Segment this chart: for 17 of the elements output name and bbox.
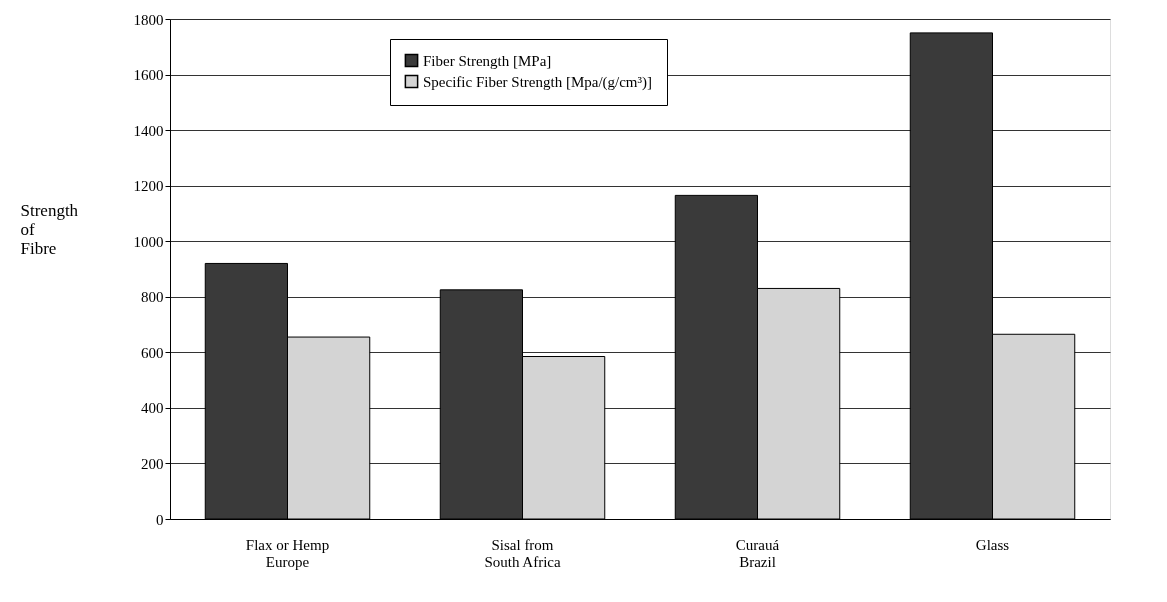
x-tick-label: Sisal from South Africa: [484, 536, 561, 570]
legend-label: Specific Fiber Strength [Mpa/(g/cm³)]: [423, 73, 653, 91]
legend-label: Fiber Strength [MPa]: [423, 52, 552, 69]
y-tick-label: 600: [141, 344, 164, 361]
y-tick-label: 1000: [133, 233, 164, 250]
y-tick-label: 200: [141, 455, 164, 472]
y-tick-label: 1600: [133, 67, 164, 84]
y-tick-label: 400: [141, 400, 164, 417]
y-tick-label: 0: [156, 511, 164, 528]
y-tick-label: 1400: [133, 122, 164, 139]
x-tick-label: Glass: [975, 536, 1010, 553]
y-axis-title: Strength of Fibre: [20, 200, 79, 258]
x-tick-label: Curauá Brazil: [735, 536, 780, 570]
x-tick-label: Flax or Hemp Europe: [245, 536, 330, 570]
y-tick-label: 800: [141, 289, 164, 306]
y-tick-label: 1800: [133, 11, 164, 28]
y-tick-label: 1200: [133, 178, 164, 195]
